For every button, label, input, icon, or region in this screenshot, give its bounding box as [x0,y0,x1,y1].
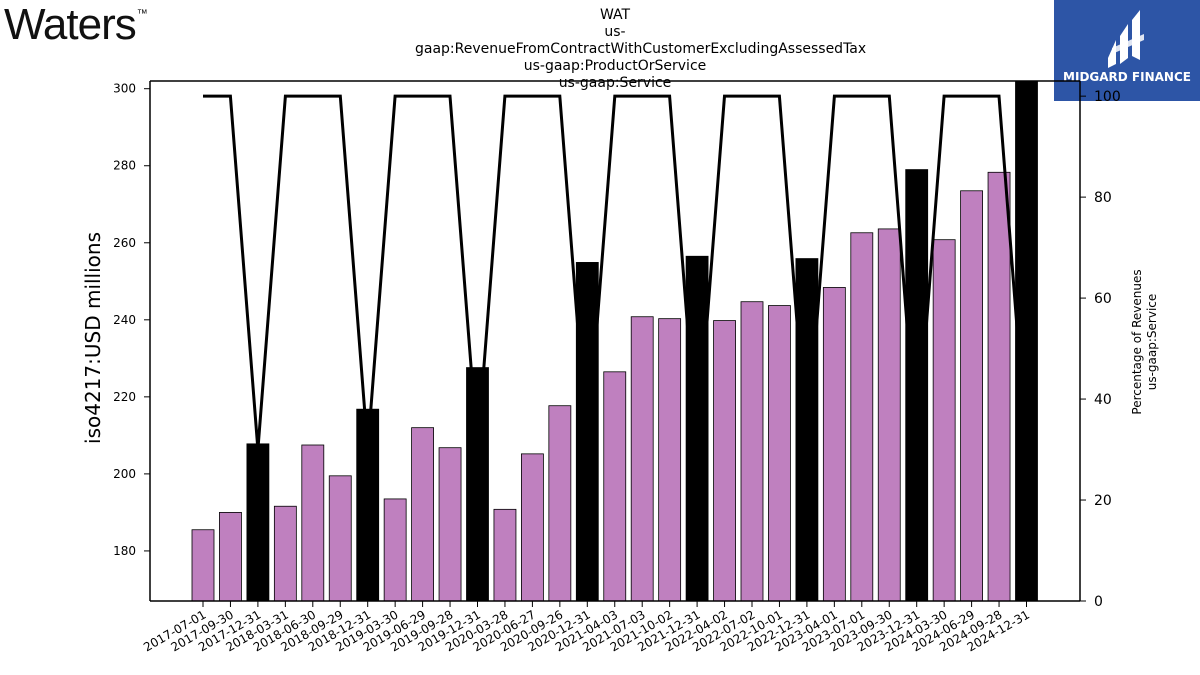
quarter-bar [768,305,791,602]
y2-axis-label-line2: us-gaap:Service [1145,294,1159,391]
quarter-bar [713,320,736,602]
y2-tick-label: 80 [1094,190,1112,206]
quarter-bar [273,505,297,602]
annual-bar [905,169,929,602]
y-tick-label: 280 [113,159,136,173]
quarter-bar [822,287,846,602]
percentage-line [203,94,1028,450]
y-tick-label: 260 [113,236,136,250]
quarter-bar [740,301,764,602]
quarter-bar [960,190,983,602]
y2-tick-label: 20 [1094,493,1112,509]
midgard-finance-logo: MIDGARD FINANCE [1054,0,1200,101]
brand-name: MIDGARD FINANCE [1063,70,1191,84]
quarter-bar [850,232,874,602]
quarter-bar [383,498,407,602]
quarter-bar [328,475,352,602]
quarter-bar [658,318,682,602]
chart-title-block: WAT us-gaap:RevenueFromContractWithCusto… [415,7,867,92]
y-tick-label: 200 [113,467,136,481]
bars-group [191,80,1038,602]
y2-tick-label: 0 [1094,594,1103,610]
y-tick-label: 300 [113,82,136,96]
waters-logo-text: Waters [4,0,137,49]
quarter-bar [932,239,956,602]
chart-title-axis: us-gaap:ProductOrService [523,58,707,74]
annual-bar [795,258,819,602]
y-tick-label: 240 [113,313,136,327]
y2-tick-label: 40 [1094,392,1112,408]
annual-bar [466,367,489,602]
midgard-emblem-icon [1108,10,1144,68]
quarter-bar [877,228,901,602]
quarter-bar [630,316,654,602]
annual-bar [685,255,709,602]
quarter-bar [219,512,242,602]
quarter-bar [438,447,462,602]
quarter-bar [548,405,572,602]
quarter-bar [987,171,1011,602]
quarter-bar [191,529,215,602]
quarter-bar [521,453,544,602]
quarter-bar [301,444,325,602]
y2-tick-label: 100 [1094,89,1121,105]
chart-title-member: us-gaap:Service [558,75,672,91]
y2-axis-label-line1: Percentage of Revenues [1130,269,1144,414]
y-axis-label: iso4217:USD millions [81,232,105,444]
quarter-bar [493,508,517,602]
quarter-bar [603,371,627,602]
chart-title-concept: us-gaap:RevenueFromContractWithCustomerE… [415,24,867,57]
y-tick-label: 180 [113,544,136,558]
waters-logo: Waters™ [4,0,148,50]
annual-bar [246,443,270,602]
chart-title-ticker: WAT [599,7,631,23]
y-tick-label: 220 [113,390,136,404]
y2-tick-label: 60 [1094,291,1112,307]
trademark-symbol: ™ [136,8,148,20]
quarter-bar [411,427,435,602]
